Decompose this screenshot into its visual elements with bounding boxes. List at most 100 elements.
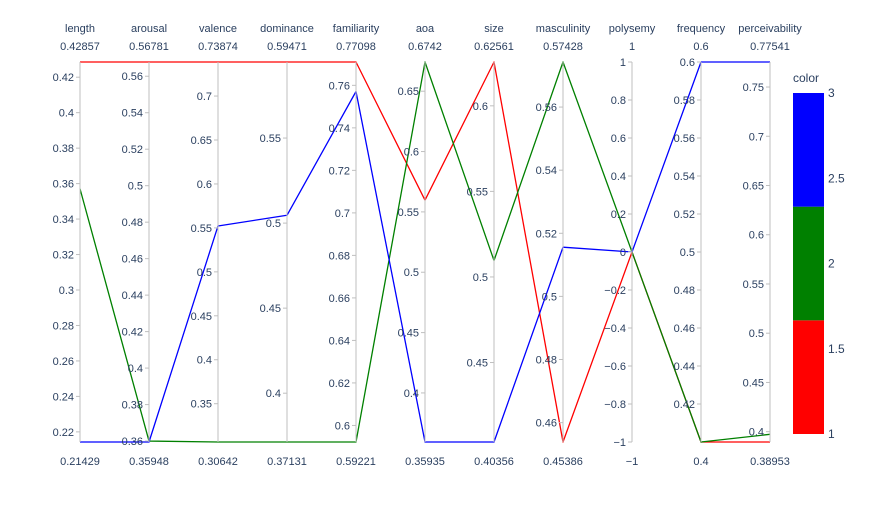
axis-tick-label: 0.54 (674, 171, 695, 183)
axis-perceivability: perceivability 0.77541 0.38953 0.4 0.45 0.5 0.… (738, 23, 802, 468)
axis-tick-label: 0.6 (680, 57, 695, 69)
colorbar: color 1 1.5 2 2.5 3 (793, 71, 845, 441)
axis-tick-label: 0.62 (329, 378, 350, 390)
colorbar-tick-label: 3 (828, 86, 835, 100)
axis-valence: valence 0.73874 0.30642 0.35 0.4 0.45 0.5 0.55 0… (191, 23, 238, 468)
axis-tick-label: 0.6 (473, 101, 488, 113)
axis-range-max-label: 0.77098 (336, 41, 376, 53)
axis-tick-label: 0.5 (404, 267, 419, 279)
colorbar-segment (793, 93, 824, 207)
axis-tick-label: 0.6 (335, 420, 350, 432)
axis-range-min-label: 0.30642 (198, 456, 238, 468)
colorbar-tick-label: 2 (828, 257, 835, 271)
axis-tick-label: 0.65 (743, 180, 764, 192)
axis-size: size 0.62561 0.40356 0.45 0.5 0.55 0.6 (467, 23, 514, 468)
axis-tick-label: 0.52 (674, 209, 695, 221)
axis-tick-label: 0.34 (53, 214, 74, 226)
axis-tick-label: 0.56 (536, 102, 557, 114)
axis-tick-label: 0.4 (59, 108, 74, 120)
axis-tick-label: 0.42 (53, 72, 74, 84)
axis-range-max-label: 0.62561 (474, 41, 514, 53)
axis-frequency: frequency 0.6 0.4 0.42 0.44 0.46 0.48 0.5 0.52 0.… (674, 23, 726, 468)
axis-range-max-label: 0.77541 (750, 41, 790, 53)
axis-tick-label: 0.46 (536, 418, 557, 430)
axis-polysemy: polysemy 1 −1−1 −0.8 −0.6 −0.4 −0.2 0 0.2 0.4 0.6 0… (604, 23, 655, 468)
axis-title: polysemy (609, 23, 656, 35)
axis-tick-label: 0.75 (743, 82, 764, 94)
axis-tick-label: 0.54 (536, 165, 557, 177)
axis-title: masculinity (536, 23, 591, 35)
axis-tick-label: −0.4 (604, 323, 626, 335)
axis-tick-label: 0.24 (53, 391, 74, 403)
axis-tick-label: 0.35 (191, 399, 212, 411)
axis-tick-label: 0.52 (122, 144, 143, 156)
axis-range-min-label: 0.37131 (267, 456, 307, 468)
axis-range-min-label: 0.45386 (543, 456, 583, 468)
axis-range-min-label: 0.35948 (129, 456, 169, 468)
axis-tick-label: 0.44 (122, 290, 143, 302)
axis-tick-label: 0.36 (53, 179, 74, 191)
axis-tick-label: 0.5 (542, 291, 557, 303)
axis-tick-label: 0.42 (674, 399, 695, 411)
axis-tick-label: 0.56 (122, 71, 143, 83)
axis-tick-label: 0.6 (611, 133, 626, 145)
axis-range-min-label: 0.40356 (474, 456, 514, 468)
axis-tick-label: 0.3 (59, 285, 74, 297)
axis-title: perceivability (738, 23, 802, 35)
axis-tick-label: −0.8 (604, 399, 626, 411)
axes-layer: length0.428570.214290.220.240.260.280.30… (53, 23, 803, 468)
axis-tick-label: 0.6 (197, 179, 212, 191)
axis-range-max-label: 0.6742 (408, 41, 442, 53)
axis-tick-label: 0.74 (329, 123, 350, 135)
colorbar-tick-label: 1 (828, 427, 835, 441)
axis-tick-label: 0.42 (122, 327, 143, 339)
axis-title: arousal (131, 23, 167, 35)
colorbar-segment (793, 320, 824, 434)
axis-familiarity: familiarity 0.77098 0.59221 0.6 0.62 0.64 0.66… (329, 23, 380, 468)
axis-tick-label: 0.4 (749, 427, 764, 439)
axis-dominance: dominance 0.59471 0.37131 0.4 0.45 0.5 0.55 (260, 23, 314, 468)
colorbar-tick-label: 2.5 (828, 171, 845, 185)
axis-tick-label: 0.5 (680, 247, 695, 259)
axis-tick-label: 0.6 (749, 230, 764, 242)
axis-tick-label: 0.45 (260, 303, 281, 315)
axis-tick-label: 0.45 (191, 311, 212, 323)
axis-tick-label: 1 (620, 57, 626, 69)
axis-tick-label: 0.7 (335, 208, 350, 220)
axis-tick-label: 0.5 (128, 181, 143, 193)
axis-tick-label: 0.55 (191, 223, 212, 235)
axis-tick-label: 0.55 (467, 186, 488, 198)
colorbar-segment (793, 206, 824, 321)
axis-range-max-label: 0.73874 (198, 41, 238, 53)
axis-tick-label: 0.8 (611, 95, 626, 107)
axis-range-min-label: 0.38953 (750, 456, 790, 468)
axis-tick-label: 0.26 (53, 356, 74, 368)
axis-tick-label: 0.38 (53, 143, 74, 155)
axis-tick-label: 0.28 (53, 320, 74, 332)
axis-range-max-label: 1 (629, 41, 635, 53)
axis-title: aoa (416, 23, 435, 35)
axis-range-min-label: 0.59221 (336, 456, 376, 468)
axis-tick-label: −0.6 (604, 361, 626, 373)
axis-tick-label: 0.5 (473, 272, 488, 284)
axis-range-max-label: 0.42857 (60, 41, 100, 53)
axis-tick-label: −1 (613, 437, 626, 449)
axis-tick-label: 0.48 (122, 217, 143, 229)
axis-tick-label: 0.4 (266, 388, 281, 400)
axis-tick-label: 0.55 (260, 133, 281, 145)
axis-title: size (484, 23, 504, 35)
axis-range-min-label: −1 (626, 456, 639, 468)
axis-tick-label: 0.55 (398, 207, 419, 219)
colorbar-title: color (793, 71, 819, 85)
axis-tick-label: 0.48 (674, 285, 695, 297)
axis-aoa: aoa 0.6742 0.35935 0.4 0.45 0.5 0.55 0.6 0.65 (398, 23, 445, 468)
axis-tick-label: 0.48 (536, 355, 557, 367)
axis-tick-label: 0.52 (536, 228, 557, 240)
axis-tick-label: 0.38 (122, 400, 143, 412)
axis-tick-label: 0.58 (674, 95, 695, 107)
colorbar-tick-label: 1.5 (828, 342, 845, 356)
axis-tick-label: 0.4 (611, 171, 626, 183)
axis-range-max-label: 0.59471 (267, 41, 307, 53)
axis-tick-label: 0.55 (743, 279, 764, 291)
axis-tick-label: 0.5 (266, 218, 281, 230)
